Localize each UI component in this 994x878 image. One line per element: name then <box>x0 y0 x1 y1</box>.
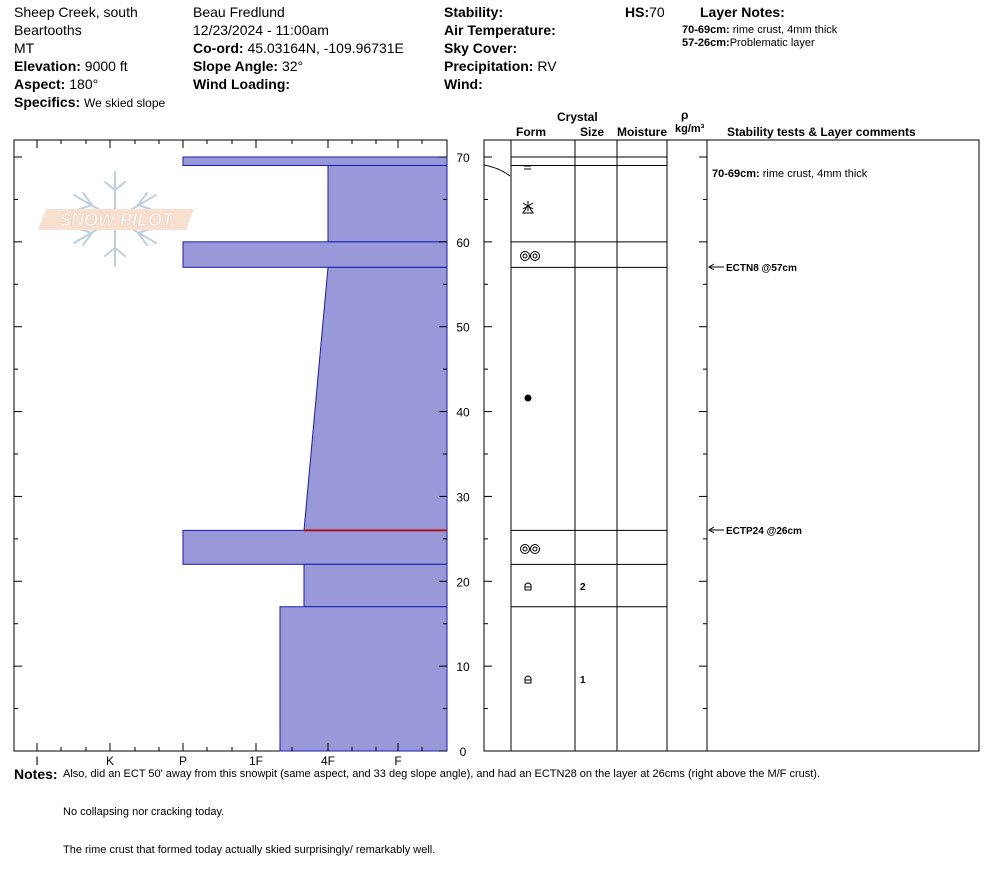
temperature-profile-line <box>483 164 511 177</box>
elevation-value: 9000 ft <box>84 58 128 74</box>
precip-label: Precipitation: <box>444 58 534 74</box>
logo-text: SNOW PILOT <box>59 210 175 230</box>
test-ectn8: ECTN8 @57cm <box>726 263 797 274</box>
elevation-label: Elevation: <box>14 58 81 74</box>
hardness-label-F: F <box>394 754 401 768</box>
layer-notes-title: Layer Notes: <box>700 4 785 20</box>
specifics-value: We skied slope <box>84 96 166 110</box>
crystal-symbols <box>520 165 540 684</box>
depth-label-10: 10 <box>456 660 470 674</box>
hardness-label-I: I <box>35 754 38 768</box>
decomposing-fragments-symbol <box>522 201 534 214</box>
hardness-axis: I K P 1F 4F F <box>35 140 423 768</box>
hardness-label-4F: 4F <box>321 754 335 768</box>
depth-axis: 0 10 20 30 40 50 60 70 <box>14 151 707 759</box>
precip-value: RV <box>537 58 557 74</box>
density-unit: kg/m³ <box>675 123 705 135</box>
hardness-label-P: P <box>179 754 187 768</box>
rho-header: ρ <box>681 108 689 122</box>
stability: Stability: <box>444 3 503 21</box>
wind-loading-label: Wind Loading: <box>193 76 291 92</box>
location-line1: Sheep Creek, south <box>14 4 138 20</box>
hardness-bars <box>13 139 448 752</box>
notes-line3: The rime crust that formed today actuall… <box>63 844 436 856</box>
arrow-ectp24 <box>708 526 724 534</box>
size-header: Size <box>580 125 605 139</box>
hardness-layer-3 <box>303 266 448 531</box>
notes-label: Notes: <box>14 766 58 782</box>
observer: Beau Fredlund <box>193 4 285 20</box>
faceted-crystals-symbol-1 <box>524 582 532 591</box>
layer-note-2-range: 57-26cm: <box>682 37 730 49</box>
sky-cover-label: Sky Cover: <box>444 40 518 56</box>
crystal-size-2: 2 <box>580 582 586 593</box>
hardness-layer-4 <box>182 529 448 565</box>
aspect: Aspect: 180° <box>14 75 98 93</box>
hs-value: 70 <box>649 4 665 20</box>
hardness-label-K: K <box>106 754 114 768</box>
notes-line1: Also, did an ECT 50' away from this snow… <box>63 768 821 780</box>
depth-label-70: 70 <box>456 151 470 165</box>
melt-freeze-symbol-2 <box>520 544 540 554</box>
precipitation: Precipitation: RV <box>444 57 557 75</box>
test-ectp24: ECTP24 @26cm <box>726 526 802 537</box>
coord-value: 45.03164N, -109.96731E <box>247 40 404 56</box>
specifics-label: Specifics: <box>14 94 81 110</box>
stratigraphy-table <box>483 139 980 752</box>
hardness-layer-5 <box>303 563 448 608</box>
comment-rime-crust: 70-69cm: rime crust, 4mm thick <box>712 168 868 180</box>
hs-label: HS: <box>625 4 650 20</box>
location-line3: MT <box>14 40 35 56</box>
air-temperature: Air Temperature: <box>444 21 556 39</box>
wind-label: Wind: <box>444 76 483 92</box>
aspect-label: Aspect: <box>14 76 66 92</box>
layer-note-1-range: 70-69cm: <box>682 24 730 36</box>
hs: HS:70 <box>625 3 665 21</box>
elevation: Elevation: 9000 ft <box>14 57 128 75</box>
hardness-layer-0 <box>182 156 448 166</box>
moisture-header: Moisture <box>617 125 668 139</box>
hardness-layer-2 <box>182 241 448 268</box>
wind: Wind: <box>444 75 483 93</box>
arrow-ectn8 <box>708 263 724 271</box>
location-line2: Beartooths <box>14 22 82 38</box>
stability-label: Stability: <box>444 4 504 20</box>
slope-angle: Slope Angle: 32° <box>193 57 303 75</box>
coord-label: Co-ord: <box>193 40 244 56</box>
slope-value: 32° <box>281 58 304 74</box>
melt-freeze-symbol-1 <box>520 251 540 261</box>
depth-label-30: 30 <box>456 490 470 504</box>
hardness-label-1F: 1F <box>249 754 263 768</box>
datetime: 12/23/2024 - 11:00am <box>193 22 329 38</box>
crystal-size-1: 1 <box>580 675 586 686</box>
layer-note-1-text: rime crust, 4mm thick <box>732 24 838 36</box>
hardness-layer-6 <box>279 606 448 752</box>
depth-label-40: 40 <box>456 406 470 420</box>
faceted-crystals-symbol-2 <box>524 675 532 684</box>
layer-note-2-text: Problematic layer <box>729 37 815 49</box>
depth-label-50: 50 <box>456 321 470 335</box>
hardness-layer-1 <box>327 164 448 243</box>
depth-label-0: 0 <box>460 745 467 759</box>
crystal-header: Crystal <box>557 110 598 124</box>
specifics: Specifics: We skied slope <box>14 93 169 112</box>
slope-label: Slope Angle: <box>193 58 279 74</box>
aspect-value: 180° <box>69 76 99 92</box>
notes-line2: No collapsing nor cracking today. <box>63 806 225 818</box>
form-header: Form <box>516 125 546 139</box>
air-temp-label: Air Temperature: <box>444 22 556 38</box>
sky-cover: Sky Cover: <box>444 39 517 57</box>
table-frame <box>483 139 980 752</box>
layer-note-1: 70-69cm: rime crust, 4mm thick <box>682 24 837 36</box>
wind-loading: Wind Loading: <box>193 75 290 93</box>
stability-comments-header: Stability tests & Layer comments <box>727 125 916 139</box>
snowpilot-logo: SNOW PILOT <box>38 171 194 267</box>
layer-note-2: 57-26cm:Problematic layer <box>682 37 815 49</box>
coordinates: Co-ord: 45.03164N, -109.96731E <box>193 39 404 57</box>
depth-label-20: 20 <box>456 575 470 589</box>
rounded-grains-symbol <box>524 394 532 402</box>
rime-crust-symbol <box>524 165 531 170</box>
depth-label-60: 60 <box>456 236 470 250</box>
